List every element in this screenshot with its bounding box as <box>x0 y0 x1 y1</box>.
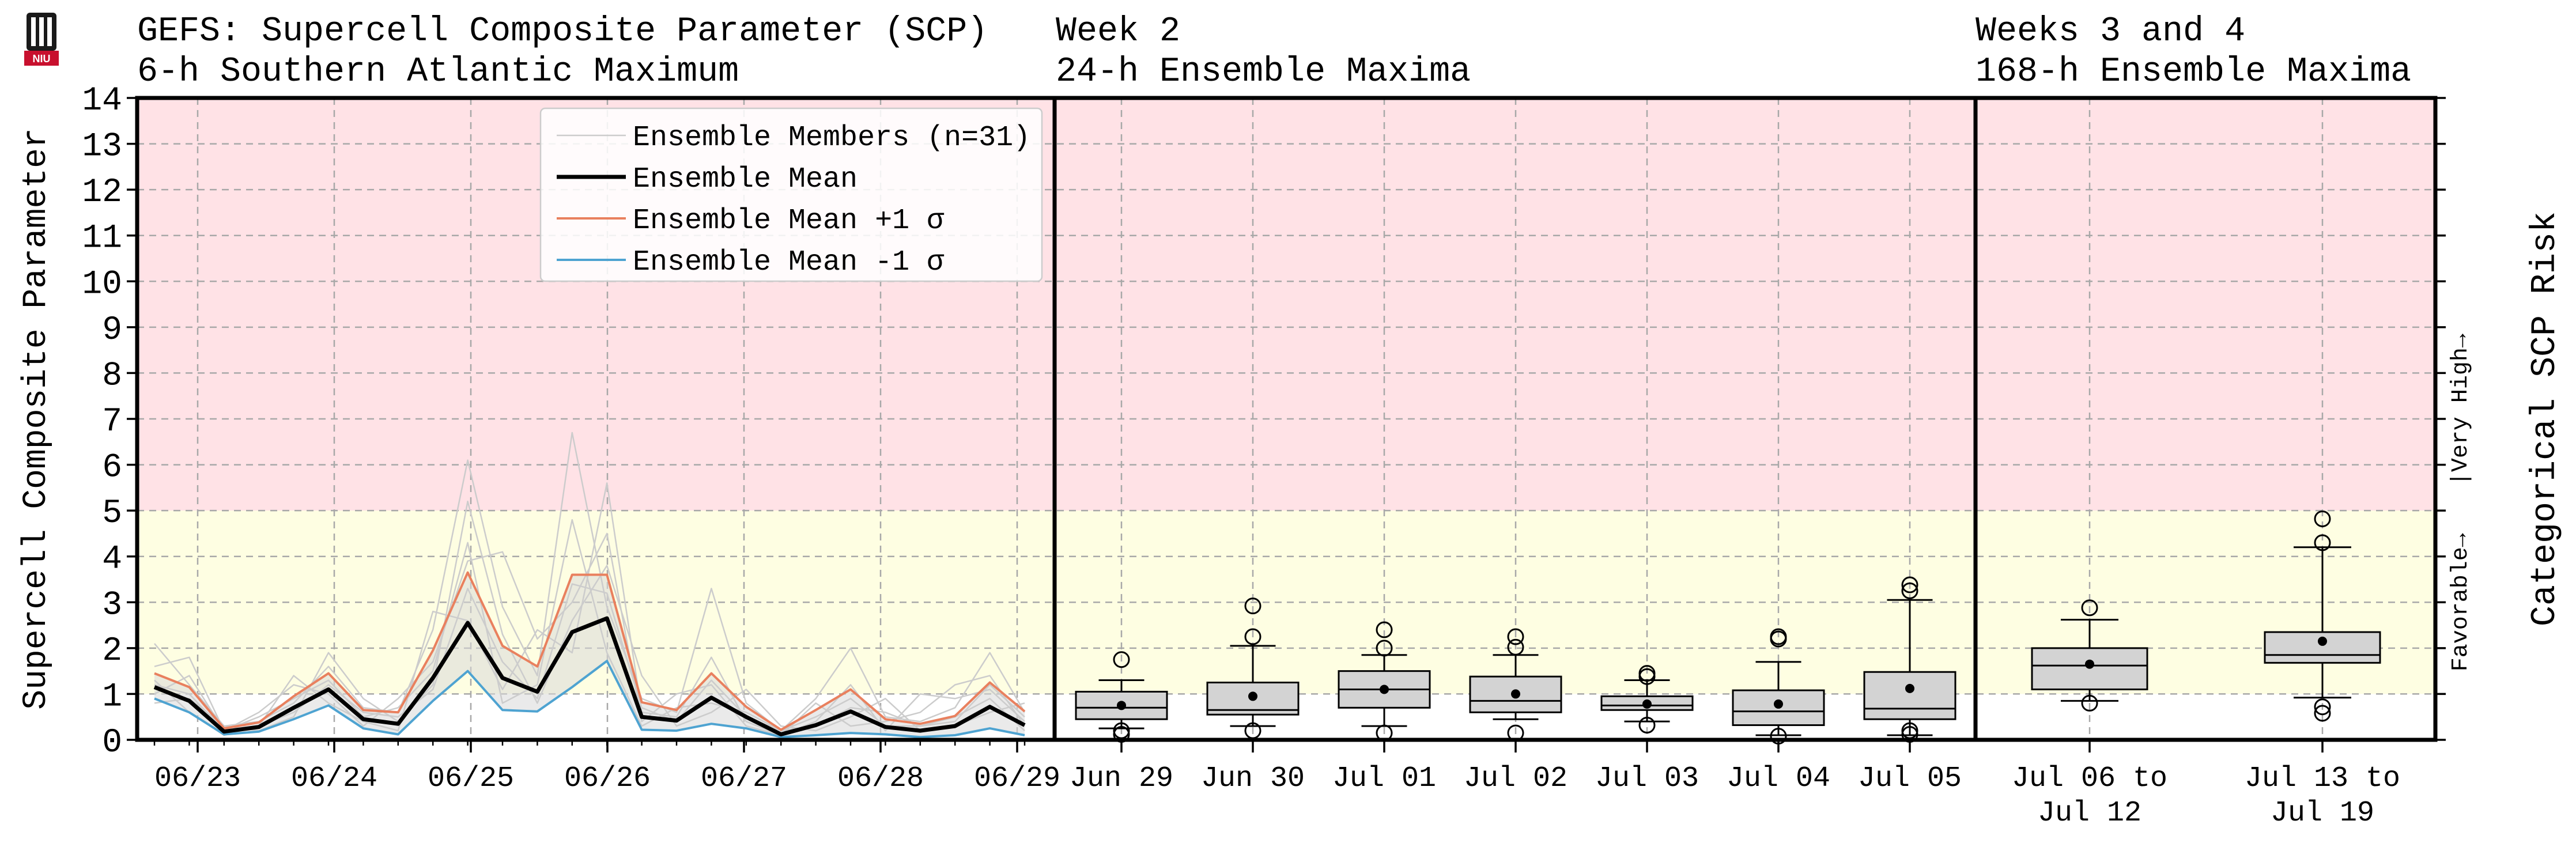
box-outlier <box>2314 510 2331 527</box>
box-mean-point <box>1642 699 1652 709</box>
legend-box <box>539 107 1043 282</box>
ensemble-mean-line <box>153 616 1026 736</box>
box-mean-point <box>1117 701 1126 710</box>
y-axis-label: Supercell Composite Parameter <box>18 128 55 709</box>
x-tick-label: Jul 04 <box>1727 762 1830 795</box>
box-outlier <box>1244 598 1261 615</box>
x-tick-label: Jul 12 <box>2038 797 2141 830</box>
x-tick-label: Jul 06 to <box>2012 762 2167 795</box>
legend-label: Ensemble Members (n=31) <box>633 122 1030 154</box>
panel1-title-line1: GEFS: Supercell Composite Parameter (SCP… <box>137 12 988 51</box>
x-tick-label: Jul 01 <box>1332 762 1436 795</box>
legend-label: Ensemble Mean <box>633 163 858 196</box>
right-category-very-high: |Very High→ <box>2448 334 2474 486</box>
x-tick-label: Jul 03 <box>1595 762 1699 795</box>
y-tick-label: 14 <box>82 82 122 120</box>
box-mean-point <box>2085 659 2094 669</box>
box-outlier <box>2081 694 2098 712</box>
x-tick-label: 06/25 <box>428 762 514 795</box>
x-tick-label: 06/26 <box>564 762 651 795</box>
legend-label: Ensemble Mean -1 σ <box>633 246 944 279</box>
y-tick-label: 12 <box>82 174 122 211</box>
panel1-title-line2: 6-h Southern Atlantic Maximum <box>137 52 739 92</box>
ensemble-member-line <box>154 519 1025 732</box>
y-tick-label: 2 <box>102 633 122 670</box>
very-high-risk-zone <box>137 98 2435 511</box>
logo-text: NIU <box>33 53 51 65</box>
y-tick-label: 3 <box>102 587 122 624</box>
panel2-title-line2: 24-h Ensemble Maxima <box>1056 52 1471 92</box>
x-tick-label: Jul 13 to <box>2245 762 2400 795</box>
box-outlier <box>1113 651 1130 668</box>
right-axis-label: Categorical SCP Risk <box>2526 211 2565 626</box>
box-mean-point <box>2318 636 2327 646</box>
right-category-favorable: Favorable→ <box>2448 533 2474 671</box>
y-tick-label: 7 <box>102 403 122 441</box>
ensemble-mean-plus-sigma-line <box>154 571 1026 731</box>
y-tick-label: 6 <box>102 449 122 487</box>
y-tick-label: 5 <box>102 495 122 532</box>
y-tick-label: 11 <box>82 220 122 258</box>
box-mean-point <box>1380 685 1389 694</box>
panel3-title-line2: 168-h Ensemble Maxima <box>1976 52 2412 92</box>
box-outlier <box>1638 717 1656 734</box>
box-outlier <box>2314 705 2331 722</box>
x-tick-label: 06/24 <box>291 762 377 795</box>
y-tick-label: 10 <box>82 266 122 303</box>
box-mean-point <box>1774 699 1783 709</box>
x-tick-label: 06/29 <box>974 762 1060 795</box>
box-outlier <box>1770 630 1787 648</box>
y-tick-label: 9 <box>102 312 122 349</box>
x-tick-label: 06/28 <box>837 762 924 795</box>
niu-logo-icon: NIU <box>24 13 59 66</box>
y-tick-label: 8 <box>102 357 122 395</box>
box-mean-point <box>1905 683 1914 693</box>
x-tick-label: Jul 02 <box>1464 762 1567 795</box>
panel2-title-line1: Week 2 <box>1056 12 1181 51</box>
box-outlier <box>1638 668 1656 685</box>
x-tick-label: Jun 29 <box>1070 762 1173 795</box>
box-outlier <box>1507 638 1524 656</box>
box-outlier <box>2314 698 2331 716</box>
ensemble-member-line <box>154 583 1025 732</box>
legend-label: Ensemble Mean +1 σ <box>633 205 944 237</box>
y-tick-label: 1 <box>102 678 122 716</box>
box-iqr <box>1863 671 1956 720</box>
box-outlier <box>1901 582 1918 599</box>
panel3-title-line1: Weeks 3 and 4 <box>1976 12 2246 51</box>
box-outlier <box>1507 628 1524 645</box>
box-mean-point <box>1248 691 1257 701</box>
ensemble-member-line <box>154 432 1026 732</box>
box-mean-point <box>1511 689 1520 699</box>
box-outlier <box>2314 534 2331 551</box>
x-tick-label: Jul 05 <box>1858 762 1962 795</box>
box-outlier <box>1376 640 1393 657</box>
y-tick-label: 4 <box>102 541 122 578</box>
box-outlier <box>1376 621 1393 638</box>
y-tick-label: 0 <box>102 724 122 762</box>
sigma-band <box>154 572 1025 738</box>
x-tick-label: Jul 19 <box>2271 797 2374 830</box>
x-tick-label: Jun 30 <box>1201 762 1305 795</box>
box-outlier <box>2081 599 2098 617</box>
box-outlier <box>1244 628 1261 645</box>
y-tick-label: 13 <box>82 128 122 166</box>
x-tick-label: 06/27 <box>701 762 787 795</box>
ensemble-mean-minus-sigma-line <box>154 660 1025 739</box>
box-outlier <box>1901 576 1918 593</box>
x-tick-label: 06/23 <box>154 762 241 795</box>
